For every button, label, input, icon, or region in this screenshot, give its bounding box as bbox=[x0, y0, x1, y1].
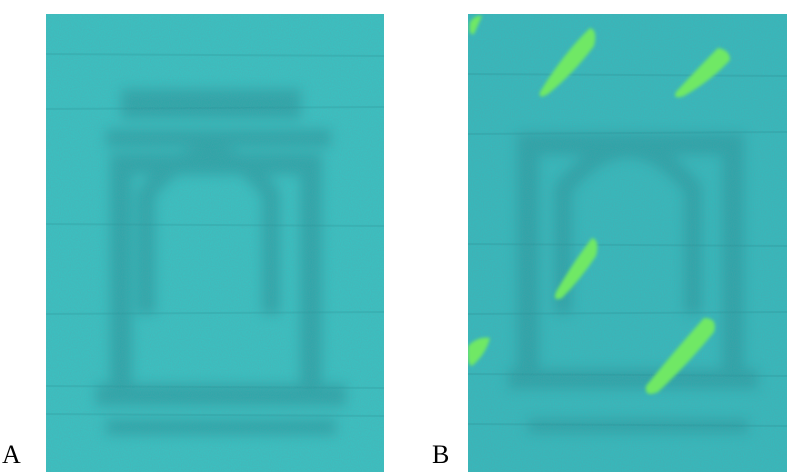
green-streak bbox=[539, 28, 596, 97]
green-streak bbox=[468, 337, 490, 366]
panel-a-image bbox=[46, 14, 384, 472]
panel-label-b: B bbox=[432, 440, 450, 469]
green-streak bbox=[554, 238, 598, 300]
panel-label-a: A bbox=[2, 440, 21, 469]
fluorescence-image-panel-a bbox=[46, 14, 384, 472]
panel-b-noise bbox=[468, 14, 787, 472]
green-streak bbox=[645, 318, 715, 394]
panel-b-image bbox=[468, 14, 787, 472]
panel-a-noise bbox=[46, 14, 384, 472]
green-streak bbox=[675, 48, 730, 98]
green-streak bbox=[469, 15, 482, 35]
fluorescence-image-panel-b bbox=[468, 14, 787, 472]
